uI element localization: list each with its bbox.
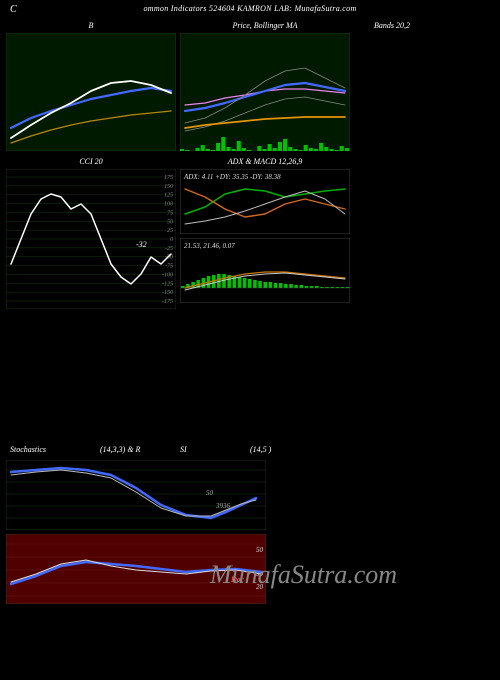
chart-b bbox=[6, 33, 176, 151]
stoch-label-3: SI bbox=[180, 445, 250, 454]
chart-rsi: 503020Dec bbox=[6, 534, 266, 604]
svg-text:150: 150 bbox=[164, 184, 173, 190]
svg-text:0: 0 bbox=[170, 237, 173, 243]
panel-price-title: Price, Bollinger MA bbox=[180, 21, 350, 31]
chart-macd: 21.53, 21.46, 0.07 bbox=[180, 238, 350, 303]
panel-b: B bbox=[6, 21, 176, 151]
page-header: C ommon Indicators 524604 KAMRON LAB: Mu… bbox=[0, 0, 500, 21]
svg-text:25: 25 bbox=[167, 228, 173, 234]
svg-text:ADX: 4.11 +DY: 35.35 -DY: 38.3: ADX: 4.11 +DY: 35.35 -DY: 38.38 bbox=[183, 173, 281, 181]
svg-text:-175: -175 bbox=[162, 299, 173, 305]
svg-text:50: 50 bbox=[167, 219, 173, 225]
panel-cci-title: CCI 20 bbox=[6, 157, 176, 167]
panel-price: Price, Bollinger MA Bands 20,2 bbox=[180, 21, 350, 151]
row-1: B Price, Bollinger MA Bands 20,2 bbox=[0, 21, 500, 151]
svg-text:Dec: Dec bbox=[230, 575, 244, 584]
chart-stoch: 503936 bbox=[6, 460, 266, 530]
row-3: 503936 bbox=[0, 460, 500, 530]
svg-text:175: 175 bbox=[164, 175, 173, 181]
row-3-titles: Stochastics (14,3,3) & R SI (14,5 ) bbox=[0, 445, 500, 454]
svg-text:50: 50 bbox=[256, 546, 264, 554]
row-4: 503020Dec bbox=[0, 534, 500, 604]
svg-text:-75: -75 bbox=[165, 264, 173, 270]
panel-stoch: 503936 bbox=[6, 460, 266, 530]
stoch-label-1: Stochastics bbox=[10, 445, 100, 454]
svg-text:-100: -100 bbox=[162, 272, 173, 278]
bands-label: Bands 20,2 bbox=[374, 21, 410, 30]
stoch-label-2: (14,3,3) & R bbox=[100, 445, 180, 454]
panel-adx-title: ADX & MACD 12,26,9 bbox=[180, 157, 350, 167]
row-2: CCI 20 1751501251007550250-25-50-75-100-… bbox=[0, 157, 500, 309]
chart-adx: ADX: 4.11 +DY: 35.35 -DY: 38.38 bbox=[180, 169, 350, 234]
stoch-label-4: (14,5 ) bbox=[250, 445, 271, 454]
panel-adx-macd: ADX & MACD 12,26,9 ADX: 4.11 +DY: 35.35 … bbox=[180, 157, 350, 309]
svg-text:3936: 3936 bbox=[215, 502, 231, 510]
panel-cci: CCI 20 1751501251007550250-25-50-75-100-… bbox=[6, 157, 176, 309]
header-left-letter: C bbox=[10, 4, 17, 15]
header-main-text: ommon Indicators 524604 KAMRON LAB: Muna… bbox=[143, 4, 356, 13]
svg-text:20: 20 bbox=[256, 583, 264, 591]
svg-text:-150: -150 bbox=[162, 290, 173, 296]
svg-text:100: 100 bbox=[164, 202, 173, 208]
svg-text:-32: -32 bbox=[136, 240, 147, 249]
svg-text:-125: -125 bbox=[162, 281, 173, 287]
svg-text:50: 50 bbox=[206, 489, 214, 497]
svg-text:21.53, 21.46, 0.07: 21.53, 21.46, 0.07 bbox=[184, 242, 235, 250]
svg-text:-25: -25 bbox=[165, 246, 173, 252]
svg-text:125: 125 bbox=[164, 193, 173, 199]
svg-text:75: 75 bbox=[167, 210, 173, 216]
chart-cci: 1751501251007550250-25-50-75-100-125-150… bbox=[6, 169, 176, 309]
panel-b-title: B bbox=[6, 21, 176, 31]
chart-price bbox=[180, 33, 350, 151]
panel-rsi: 503020Dec bbox=[6, 534, 266, 604]
